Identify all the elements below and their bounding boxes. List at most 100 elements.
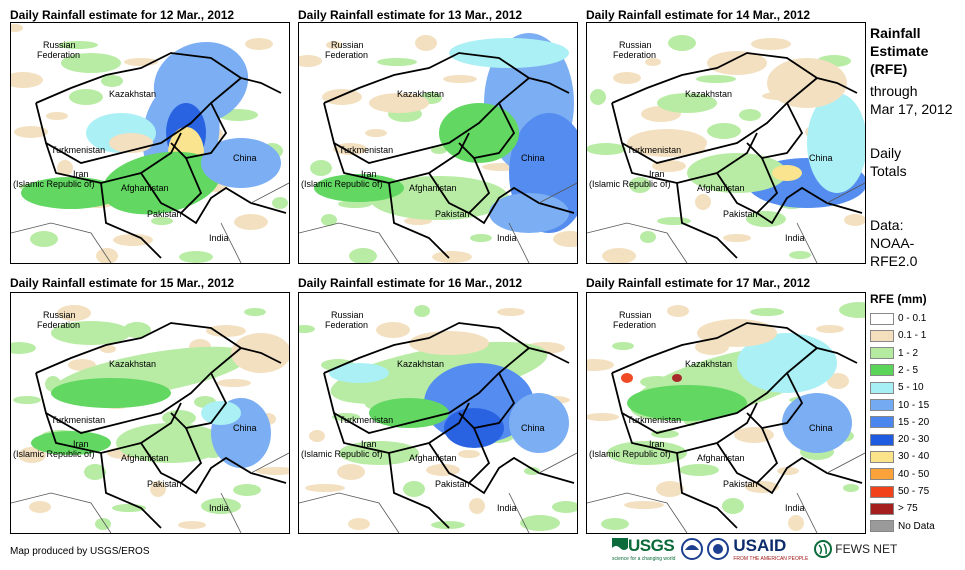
rainfall-speckle [656, 481, 684, 497]
legend-label: 20 - 30 [898, 434, 930, 446]
pakistan-india-border [180, 186, 287, 225]
legend-item: 0.1 - 1 [870, 327, 926, 344]
rainfall-layer [587, 302, 865, 531]
legend-label: 0.1 - 1 [898, 330, 927, 342]
rainfall-area [697, 319, 777, 347]
china-west-border [746, 102, 804, 159]
rainfall-area [31, 431, 111, 455]
map-label-turkmenistan: Turkmenistan [627, 145, 682, 155]
rainfall-speckle [299, 325, 315, 333]
legend-label: 50 - 75 [898, 486, 930, 497]
map-label-kazakhstan: Kazakhstan [397, 89, 445, 99]
rainfall-speckle [13, 396, 41, 404]
rainfall-map-12-mar: Russian Federation Kazakhstan Turkmenistan I… [10, 22, 290, 264]
rainfall-speckle [337, 464, 365, 480]
rainfall-speckle [14, 126, 48, 138]
map-label-pakistan: Pakistan [723, 479, 758, 489]
map-label-pakistan: Pakistan [147, 479, 182, 489]
rainfall-speckle [470, 234, 492, 242]
rainfall-speckle [18, 447, 46, 463]
map-label-india: India [497, 233, 517, 243]
rainfall-area [51, 378, 171, 408]
side-heading-estimate: Estimate [870, 43, 929, 59]
rainfall-speckle [696, 75, 736, 83]
rainfall-speckle [843, 484, 859, 492]
map-label-turkmenistan: Turkmenistan [339, 415, 394, 425]
side-totals: Daily Totals [870, 144, 907, 180]
rainfall-speckle [57, 160, 73, 176]
rainfall-speckle [788, 515, 804, 531]
map-label-russia-1: Russian [43, 310, 76, 320]
rainfall-area [607, 441, 687, 465]
legend-item: 20 - 30 [870, 431, 929, 448]
legend-swatch [870, 450, 894, 463]
rainfall-area [201, 401, 241, 425]
map-label-kazakhstan: Kazakhstan [397, 359, 445, 369]
map-label-iran-1: Iran [361, 169, 377, 179]
map-label-india: India [785, 233, 805, 243]
minor-borders [587, 452, 865, 533]
rainfall-speckle [432, 251, 472, 263]
map-label-iran-1: Iran [649, 439, 665, 449]
russia-kazakhstan-border [323, 52, 570, 104]
rainfall-speckle [245, 38, 273, 50]
minor-borders [299, 182, 577, 263]
rainfall-speckle [69, 89, 103, 105]
rainfall-speckle [497, 308, 525, 316]
rainfall-speckle [403, 481, 425, 497]
rainfall-layer [299, 305, 577, 531]
rainfall-speckle [30, 231, 58, 247]
legend-label: 1 - 2 [898, 347, 919, 359]
legend-label: No Data [898, 520, 935, 532]
rainfall-speckle [431, 146, 447, 154]
map-label-india: India [209, 503, 229, 513]
fewsnet-wordmark: FEWS NET [835, 542, 898, 556]
rainfall-area [687, 153, 787, 193]
rainfall-area [21, 177, 121, 209]
country-borders [35, 52, 287, 259]
country-borders [323, 322, 575, 529]
country-borders [35, 322, 287, 529]
rainfall-area [627, 129, 707, 157]
rainfall-speckle [695, 194, 711, 210]
rainfall-area [782, 393, 852, 453]
legend-swatch [870, 433, 894, 446]
rainfall-speckle [11, 342, 36, 354]
legend-swatch [870, 347, 894, 360]
side-totals-label: Totals [870, 163, 907, 179]
rainfall-area [51, 321, 131, 345]
map-layers [299, 33, 577, 263]
rainfall-speckle [326, 41, 342, 49]
map-label-iran-2: (Islamic Republic of) [13, 449, 95, 459]
rainfall-speckle [587, 413, 619, 421]
legend-item: 15 - 20 [870, 414, 929, 431]
minor-border-lines [11, 452, 289, 533]
kazakhstan-south-border [35, 77, 242, 164]
rainfall-speckle [348, 518, 370, 530]
map-label-china: China [233, 423, 257, 433]
side-daily: Daily [870, 145, 902, 161]
russia-kazakhstan-border [611, 52, 858, 104]
rainfall-speckle [458, 450, 480, 458]
legend-label: 0 - 0.1 [898, 313, 927, 324]
country-borders [611, 322, 863, 529]
legend-label: 2 - 5 [898, 364, 919, 376]
side-period: through Mar 17, 2012 [870, 82, 953, 118]
legend-swatch [870, 381, 894, 394]
rainfall-speckle [96, 248, 118, 263]
panel-title-16-mar: Daily Rainfall estimate for 16 Mar., 201… [298, 276, 523, 290]
rainfall-speckle [751, 38, 791, 50]
turkmenistan-border [333, 402, 470, 454]
turkmenistan-border [621, 132, 758, 184]
usaid-tagline: FROM THE AMERICAN PEOPLE [733, 556, 809, 562]
side-heading-rfe: (RFE) [870, 61, 908, 77]
minor-border-lines [587, 452, 865, 533]
rainfall-speckle [349, 248, 377, 263]
rainfall-speckle [113, 234, 153, 246]
rainfall-speckle [101, 75, 123, 87]
minor-border-lines [299, 182, 577, 263]
legend-item: 10 - 15 [870, 397, 929, 414]
panel-title-15-mar: Daily Rainfall estimate for 15 Mar., 201… [10, 276, 235, 290]
rainfall-map-13-mar: Russian Federation Kazakhstan Turkmenistan I… [298, 22, 578, 264]
map-label-iran-2: (Islamic Republic of) [589, 179, 671, 189]
